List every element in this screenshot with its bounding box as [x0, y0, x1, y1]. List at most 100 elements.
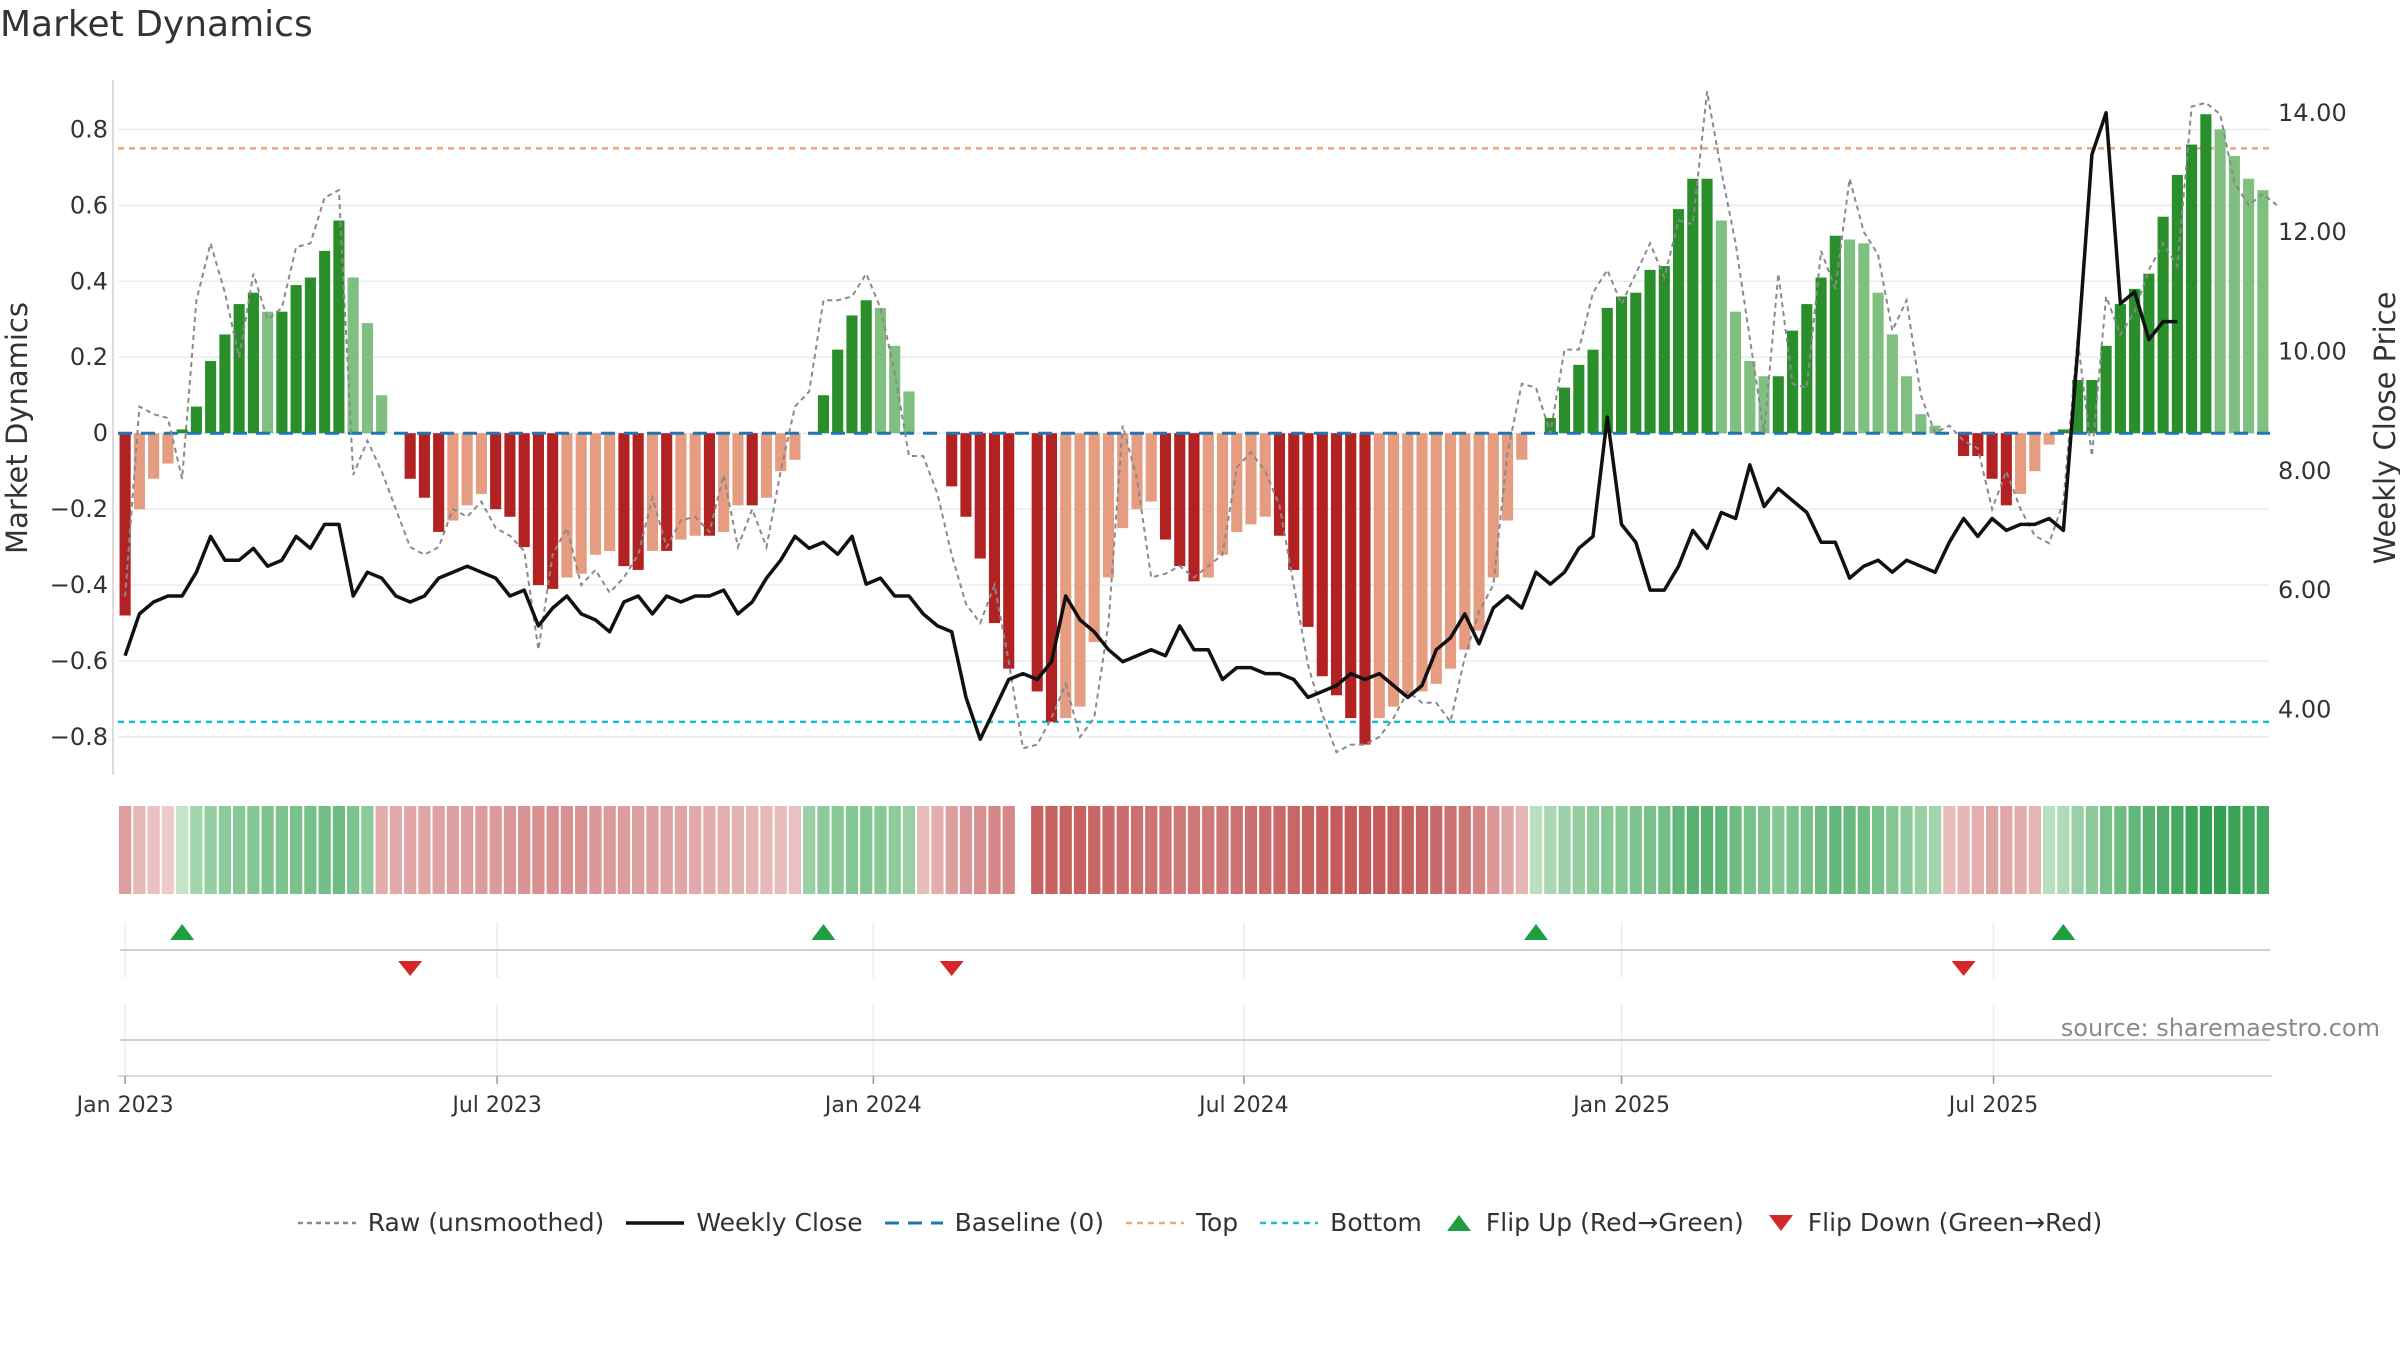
regime-cell-134 — [2028, 806, 2041, 894]
legend-swatch-top — [1125, 1216, 1184, 1230]
bar-26 — [490, 433, 502, 510]
regime-cell-52 — [860, 806, 873, 894]
bar-62 — [1003, 433, 1015, 669]
bar-121 — [1844, 239, 1856, 434]
regime-cell-132 — [2000, 806, 2013, 894]
bar-127 — [1929, 425, 1941, 434]
regime-cell-7 — [218, 806, 232, 894]
bar-21 — [418, 433, 430, 498]
regime-cell-150 — [2256, 806, 2270, 894]
regime-cell-149 — [2242, 806, 2255, 894]
bar-116 — [1772, 376, 1784, 434]
bar-45 — [760, 433, 773, 498]
bar-87 — [1359, 433, 1371, 745]
legend-label: Weekly Close — [696, 1208, 863, 1237]
bar-126 — [1915, 414, 1927, 434]
regime-cell-3 — [161, 806, 175, 894]
y-tick-label: −0.6 — [50, 647, 108, 675]
regime-cell-121 — [1843, 806, 1856, 894]
regime-cell-129 — [1957, 806, 1970, 894]
flip-up-marker — [2051, 924, 2076, 940]
regime-cell-0 — [118, 806, 132, 894]
y2-tick-label: 14.00 — [2278, 99, 2347, 127]
x-tick-label: Jan 2023 — [75, 1093, 174, 1118]
legend-label: Bottom — [1330, 1208, 1422, 1237]
bar-16 — [347, 277, 359, 434]
regime-cell-61 — [988, 806, 1001, 894]
regime-cell-18 — [375, 806, 388, 894]
bar-58 — [946, 433, 958, 487]
regime-cell-42 — [717, 806, 730, 894]
bar-117 — [1787, 330, 1799, 434]
legend-swatch-baseline — [884, 1216, 943, 1230]
regime-cell-102 — [1572, 806, 1585, 894]
bar-113 — [1730, 311, 1742, 434]
bar-107 — [1644, 269, 1656, 434]
bar-7 — [219, 334, 231, 434]
bar-146 — [2200, 114, 2212, 434]
regime-cell-51 — [845, 806, 859, 894]
regime-cell-91 — [1415, 806, 1429, 894]
bar-8 — [233, 304, 245, 434]
bar-129 — [1958, 433, 1970, 456]
y-axis-right: 4.00 6.00 8.00 10.00 12.00 14.00 — [2278, 99, 2347, 724]
regime-cell-80 — [1259, 806, 1272, 894]
bar-76 — [1202, 433, 1214, 578]
bar-49 — [817, 395, 830, 434]
regime-cell-106 — [1629, 806, 1642, 894]
bar-25 — [475, 433, 487, 494]
regime-cell-96 — [1487, 806, 1500, 894]
regime-cell-137 — [2071, 806, 2084, 894]
regime-cell-16 — [347, 806, 360, 894]
regime-cell-105 — [1615, 806, 1628, 894]
regime-cell-104 — [1601, 806, 1614, 894]
regime-cell-94 — [1458, 806, 1471, 894]
legend: Raw (unsmoothed) Weekly Close Baseline (0)… — [0, 1208, 2400, 1237]
flip-down-marker — [398, 961, 423, 976]
bar-135 — [2043, 433, 2055, 445]
bar-51 — [846, 315, 858, 434]
bar-60 — [974, 433, 986, 559]
bar-82 — [1288, 433, 1300, 570]
x-tick-label: Jul 2024 — [1197, 1093, 1289, 1118]
bar-59 — [960, 433, 972, 517]
legend-swatch-close — [626, 1216, 685, 1230]
bar-1 — [133, 433, 145, 510]
bar-54 — [889, 345, 901, 434]
bar-64 — [1031, 433, 1043, 692]
regime-cell-85 — [1330, 806, 1343, 894]
bar-71 — [1131, 433, 1143, 510]
legend-item-baseline: Baseline (0) — [884, 1208, 1104, 1237]
bar-92 — [1430, 433, 1442, 684]
regime-cell-59 — [959, 806, 973, 894]
y-tick-label: −0.2 — [50, 495, 108, 523]
bars-layer — [118, 114, 2270, 745]
regime-cell-95 — [1472, 806, 1486, 894]
regime-cell-93 — [1444, 806, 1457, 894]
regime-cell-1 — [133, 806, 146, 894]
regime-cell-24 — [461, 806, 474, 894]
regime-cell-21 — [418, 806, 431, 894]
bar-103 — [1587, 349, 1599, 434]
y2-tick-label: 10.00 — [2278, 337, 2347, 365]
regime-cell-11 — [275, 806, 289, 894]
bar-109 — [1672, 209, 1685, 434]
regime-cell-110 — [1686, 806, 1699, 894]
bar-40 — [689, 433, 701, 536]
bar-120 — [1829, 235, 1841, 434]
flip-down-marker — [939, 961, 964, 976]
regime-cell-9 — [247, 806, 260, 894]
legend-label: Flip Down (Green→Red) — [1807, 1208, 2103, 1237]
legend-item-close: Weekly Close — [626, 1208, 863, 1237]
regime-cell-84 — [1316, 806, 1329, 894]
regime-cell-60 — [974, 806, 987, 894]
regime-cell-83 — [1301, 806, 1315, 894]
bar-110 — [1687, 178, 1699, 434]
bar-94 — [1459, 433, 1471, 650]
regime-cell-90 — [1401, 806, 1414, 894]
regime-cell-43 — [731, 806, 745, 894]
regime-cell-136 — [2057, 806, 2070, 894]
regime-cell-86 — [1344, 806, 1357, 894]
regime-cell-118 — [1800, 806, 1813, 894]
legend-label: Flip Up (Red→Green) — [1485, 1208, 1744, 1237]
